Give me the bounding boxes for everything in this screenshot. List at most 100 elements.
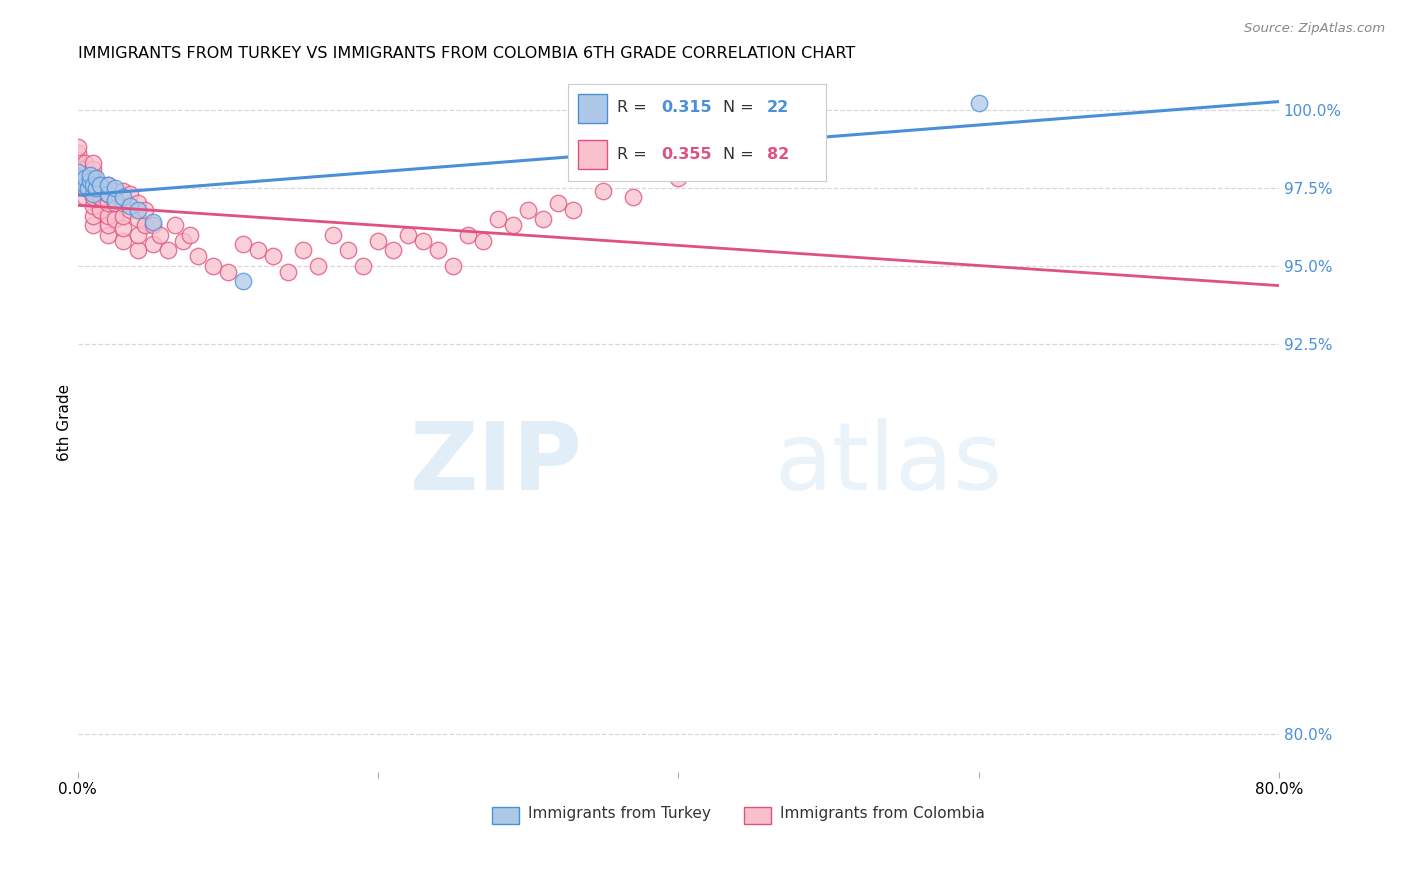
Point bbox=[89, 190, 111, 204]
Point bbox=[82, 218, 104, 232]
Text: Immigrants from Colombia: Immigrants from Colombia bbox=[780, 806, 986, 822]
Point bbox=[201, 259, 224, 273]
Point bbox=[104, 196, 127, 211]
Point bbox=[441, 259, 464, 273]
Point bbox=[217, 265, 239, 279]
Point bbox=[352, 259, 374, 273]
Point bbox=[666, 171, 689, 186]
Point bbox=[412, 234, 434, 248]
Point bbox=[531, 211, 554, 226]
Point bbox=[165, 218, 187, 232]
Point bbox=[97, 218, 120, 232]
Point bbox=[127, 196, 149, 211]
Point bbox=[82, 168, 104, 182]
Point bbox=[82, 161, 104, 176]
Point bbox=[89, 178, 111, 192]
Point bbox=[104, 193, 127, 207]
Point bbox=[75, 168, 97, 182]
Point bbox=[382, 243, 405, 257]
Point bbox=[82, 190, 104, 204]
Point bbox=[367, 234, 389, 248]
Point bbox=[104, 180, 127, 194]
Point bbox=[111, 209, 134, 223]
Point bbox=[77, 180, 100, 194]
Point bbox=[967, 96, 990, 111]
Point bbox=[82, 178, 104, 192]
Point bbox=[79, 168, 101, 182]
Point bbox=[262, 249, 284, 263]
Point bbox=[84, 180, 107, 194]
FancyBboxPatch shape bbox=[492, 807, 519, 824]
Point bbox=[111, 184, 134, 198]
Point bbox=[156, 243, 179, 257]
Point bbox=[322, 227, 344, 242]
Point bbox=[396, 227, 419, 242]
Point bbox=[246, 243, 269, 257]
Point bbox=[172, 234, 194, 248]
Point bbox=[82, 155, 104, 169]
Point bbox=[134, 218, 156, 232]
Point bbox=[82, 180, 104, 194]
Point bbox=[97, 209, 120, 223]
Point bbox=[277, 265, 299, 279]
Point bbox=[517, 202, 540, 217]
Point bbox=[75, 155, 97, 169]
Point bbox=[127, 243, 149, 257]
Point bbox=[66, 140, 89, 154]
Point bbox=[621, 190, 644, 204]
Point bbox=[232, 236, 254, 251]
Point bbox=[66, 146, 89, 161]
Point bbox=[502, 218, 524, 232]
Point bbox=[66, 153, 89, 167]
Point bbox=[97, 227, 120, 242]
Point bbox=[75, 174, 97, 188]
Point bbox=[120, 202, 142, 217]
Point bbox=[120, 186, 142, 201]
Point bbox=[179, 227, 201, 242]
Point bbox=[472, 234, 495, 248]
Point bbox=[291, 243, 314, 257]
Point bbox=[104, 211, 127, 226]
Point bbox=[66, 165, 89, 179]
Point bbox=[66, 165, 89, 179]
Point bbox=[82, 199, 104, 213]
Point bbox=[427, 243, 450, 257]
Point bbox=[75, 180, 97, 194]
Text: Source: ZipAtlas.com: Source: ZipAtlas.com bbox=[1244, 22, 1385, 36]
Point bbox=[142, 218, 165, 232]
Point bbox=[562, 202, 585, 217]
Point bbox=[97, 186, 120, 201]
Point bbox=[547, 196, 569, 211]
Point bbox=[97, 178, 120, 192]
Point bbox=[89, 178, 111, 192]
Point bbox=[592, 184, 614, 198]
Point bbox=[127, 202, 149, 217]
Point bbox=[79, 174, 101, 188]
Point bbox=[127, 211, 149, 226]
Point bbox=[75, 178, 97, 192]
Point bbox=[111, 196, 134, 211]
Point bbox=[142, 236, 165, 251]
Point bbox=[142, 215, 165, 229]
Point bbox=[66, 171, 89, 186]
Point bbox=[82, 186, 104, 201]
Point bbox=[84, 171, 107, 186]
Point bbox=[187, 249, 209, 263]
Point bbox=[104, 184, 127, 198]
Point bbox=[89, 202, 111, 217]
Text: ZIP: ZIP bbox=[409, 418, 582, 510]
Point bbox=[149, 227, 172, 242]
Text: atlas: atlas bbox=[775, 418, 1002, 510]
Point bbox=[97, 186, 120, 201]
Point bbox=[486, 211, 509, 226]
Point bbox=[75, 161, 97, 176]
Text: Immigrants from Turkey: Immigrants from Turkey bbox=[529, 806, 711, 822]
FancyBboxPatch shape bbox=[744, 807, 770, 824]
Point bbox=[111, 190, 134, 204]
Point bbox=[337, 243, 360, 257]
Point bbox=[82, 174, 104, 188]
Point bbox=[97, 178, 120, 192]
Point bbox=[82, 209, 104, 223]
Point bbox=[134, 202, 156, 217]
Point bbox=[66, 159, 89, 173]
